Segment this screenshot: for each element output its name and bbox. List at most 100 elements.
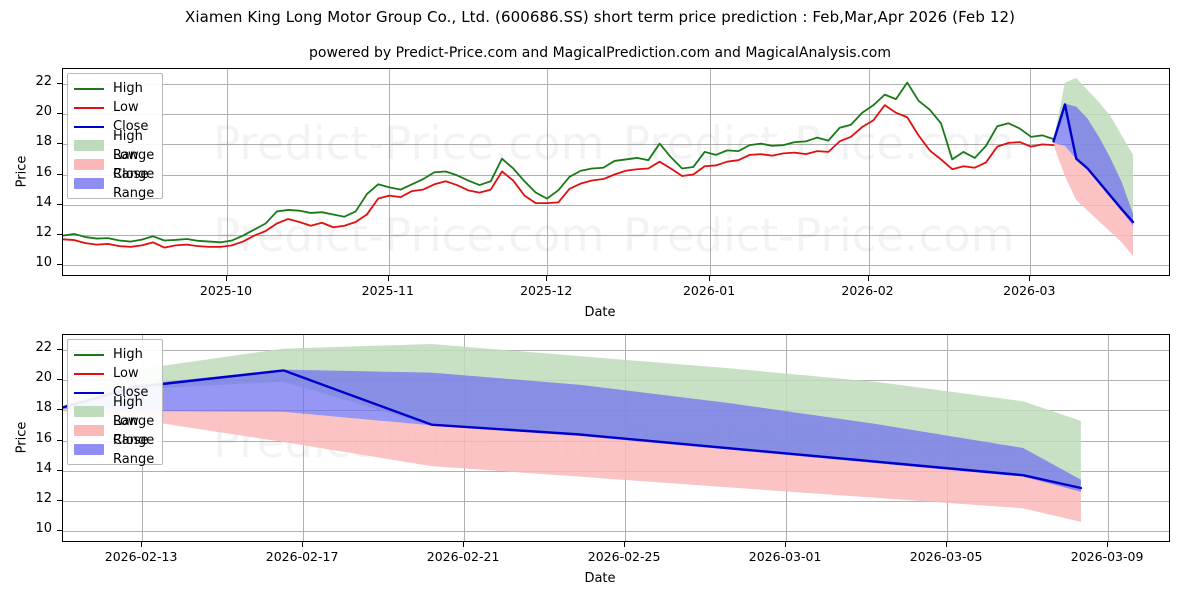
close-line-top: [1052, 103, 1135, 224]
x-tick-label: 2025-10: [199, 283, 253, 298]
y-tick-mark: [57, 143, 62, 145]
legend-label: High: [113, 347, 143, 362]
y-tick-label: 20: [35, 370, 52, 386]
legend-label: Low: [113, 100, 139, 115]
legend-item-low-range[interactable]: Low Range: [74, 148, 154, 182]
series-layer-top: [63, 78, 1135, 256]
y-tick-label: 18: [35, 134, 52, 150]
x-tick-label: 2026-03: [1003, 283, 1056, 298]
x-tick-mark: [302, 542, 304, 547]
y-tick-label: 20: [35, 104, 52, 120]
x-tick-mark: [1029, 276, 1031, 281]
grid-line-horizontal: [63, 204, 1169, 206]
legend-item-low[interactable]: Low: [74, 98, 154, 117]
close-range-band-bottom: [63, 369, 1081, 492]
x-tick-mark: [387, 276, 389, 281]
high-line-top: [63, 81, 1055, 244]
y-tick-mark: [57, 233, 62, 235]
x-axis-label-bottom: Date: [584, 571, 616, 586]
legend-item-high[interactable]: High: [74, 79, 154, 98]
y-tick-label: 18: [35, 400, 52, 416]
x-tick-mark: [546, 276, 548, 281]
grid-line-vertical: [388, 69, 390, 275]
y-tick-mark: [57, 409, 62, 411]
y-tick-mark: [57, 499, 62, 501]
x-tick-label: 2026-02-13: [104, 549, 178, 564]
legend-swatch-close-range-icon: [74, 444, 104, 455]
legend-label: Low Range: [113, 413, 155, 448]
x-tick-label: 2026-02-21: [426, 549, 500, 564]
y-tick-mark: [57, 439, 62, 441]
legend-swatch-low-icon: [74, 102, 104, 113]
legend-label: High Range: [113, 128, 155, 163]
x-tick-mark: [946, 542, 948, 547]
legend-label: Close Range: [113, 166, 155, 201]
legend-swatch-high-range-icon: [74, 140, 104, 151]
series-layer-bottom: [63, 344, 1083, 522]
y-tick-mark: [57, 263, 62, 265]
x-tick-label: 2026-02-17: [265, 549, 339, 564]
legend-swatch-low-icon: [74, 368, 104, 379]
legend-item-close[interactable]: Close: [74, 383, 154, 402]
legend-item-low[interactable]: Low: [74, 364, 154, 383]
grid-line-horizontal: [63, 530, 1169, 532]
legend-item-close-range[interactable]: Close Range: [74, 167, 154, 201]
x-tick-label: 2025-11: [361, 283, 414, 298]
y-tick-label: 16: [35, 430, 52, 446]
legend-item-close[interactable]: Close: [74, 117, 154, 136]
legend-label: High: [113, 81, 143, 96]
page-title: Xiamen King Long Motor Group Co., Ltd. (…: [184, 8, 1016, 26]
y-tick-label: 16: [35, 164, 52, 180]
y-tick-mark: [57, 173, 62, 175]
y-tick-label: 14: [35, 460, 52, 476]
grid-line-vertical: [226, 69, 228, 275]
legend-label: Close: [113, 385, 149, 400]
x-tick-mark: [867, 276, 869, 281]
x-tick-mark: [141, 542, 143, 547]
x-tick-label: 2026-03-01: [748, 549, 822, 564]
y-tick-mark: [57, 83, 62, 85]
legend-swatch-high-icon: [74, 349, 104, 360]
legend-item-high-range[interactable]: High Range: [74, 129, 154, 163]
legend-swatch-high-range-icon: [74, 406, 104, 417]
page-subtitle: powered by Predict-Price.com and Magical…: [309, 45, 891, 61]
y-tick-label: 14: [35, 194, 52, 210]
y-tick-mark: [57, 469, 62, 471]
x-tick-mark: [463, 542, 465, 547]
low-line-top: [63, 104, 1055, 249]
legend-item-high-range[interactable]: High Range: [74, 395, 154, 429]
x-tick-label: 2026-02-25: [587, 549, 661, 564]
x-axis-label-top: Date: [584, 305, 616, 320]
grid-line-vertical: [547, 69, 549, 275]
y-tick-mark: [57, 529, 62, 531]
low-range-band-bottom: [63, 408, 1081, 522]
legend-swatch-low-range-icon: [74, 159, 104, 170]
x-tick-label: 2026-01: [682, 283, 736, 298]
y-tick-label: 22: [35, 340, 52, 356]
x-tick-mark: [709, 276, 711, 281]
grid-line-horizontal: [63, 350, 1169, 352]
legend-item-high[interactable]: High: [74, 345, 154, 364]
legend-item-close-range[interactable]: Close Range: [74, 433, 154, 467]
legend-item-low-range[interactable]: Low Range: [74, 414, 154, 448]
grid-line-horizontal: [63, 264, 1169, 266]
grid-line-horizontal: [63, 144, 1169, 146]
legend-label: Low: [113, 366, 139, 381]
y-tick-label: 12: [35, 490, 52, 506]
y-tick-label: 12: [35, 224, 52, 240]
grid-line-vertical: [1030, 69, 1032, 275]
x-tick-label: 2026-02: [841, 283, 894, 298]
x-tick-mark: [1107, 542, 1109, 547]
x-tick-mark: [624, 542, 626, 547]
grid-line-vertical: [710, 69, 712, 275]
legend-swatch-high-icon: [74, 83, 104, 94]
y-tick-mark: [57, 379, 62, 381]
chart-legend-top: High Low Close High Range Low Range Close Ran…: [67, 73, 164, 201]
grid-line-horizontal: [63, 114, 1169, 116]
legend-label: Low Range: [113, 147, 155, 182]
y-tick-mark: [57, 349, 62, 351]
plot-area-top: Predict-Price.com Predict-Price.com Pred…: [62, 68, 1170, 276]
chart-legend-bottom: High Low Close High Range Low Range Close Ran…: [67, 339, 164, 467]
y-tick-label: 10: [35, 254, 52, 270]
legend-label: Close Range: [113, 432, 155, 467]
